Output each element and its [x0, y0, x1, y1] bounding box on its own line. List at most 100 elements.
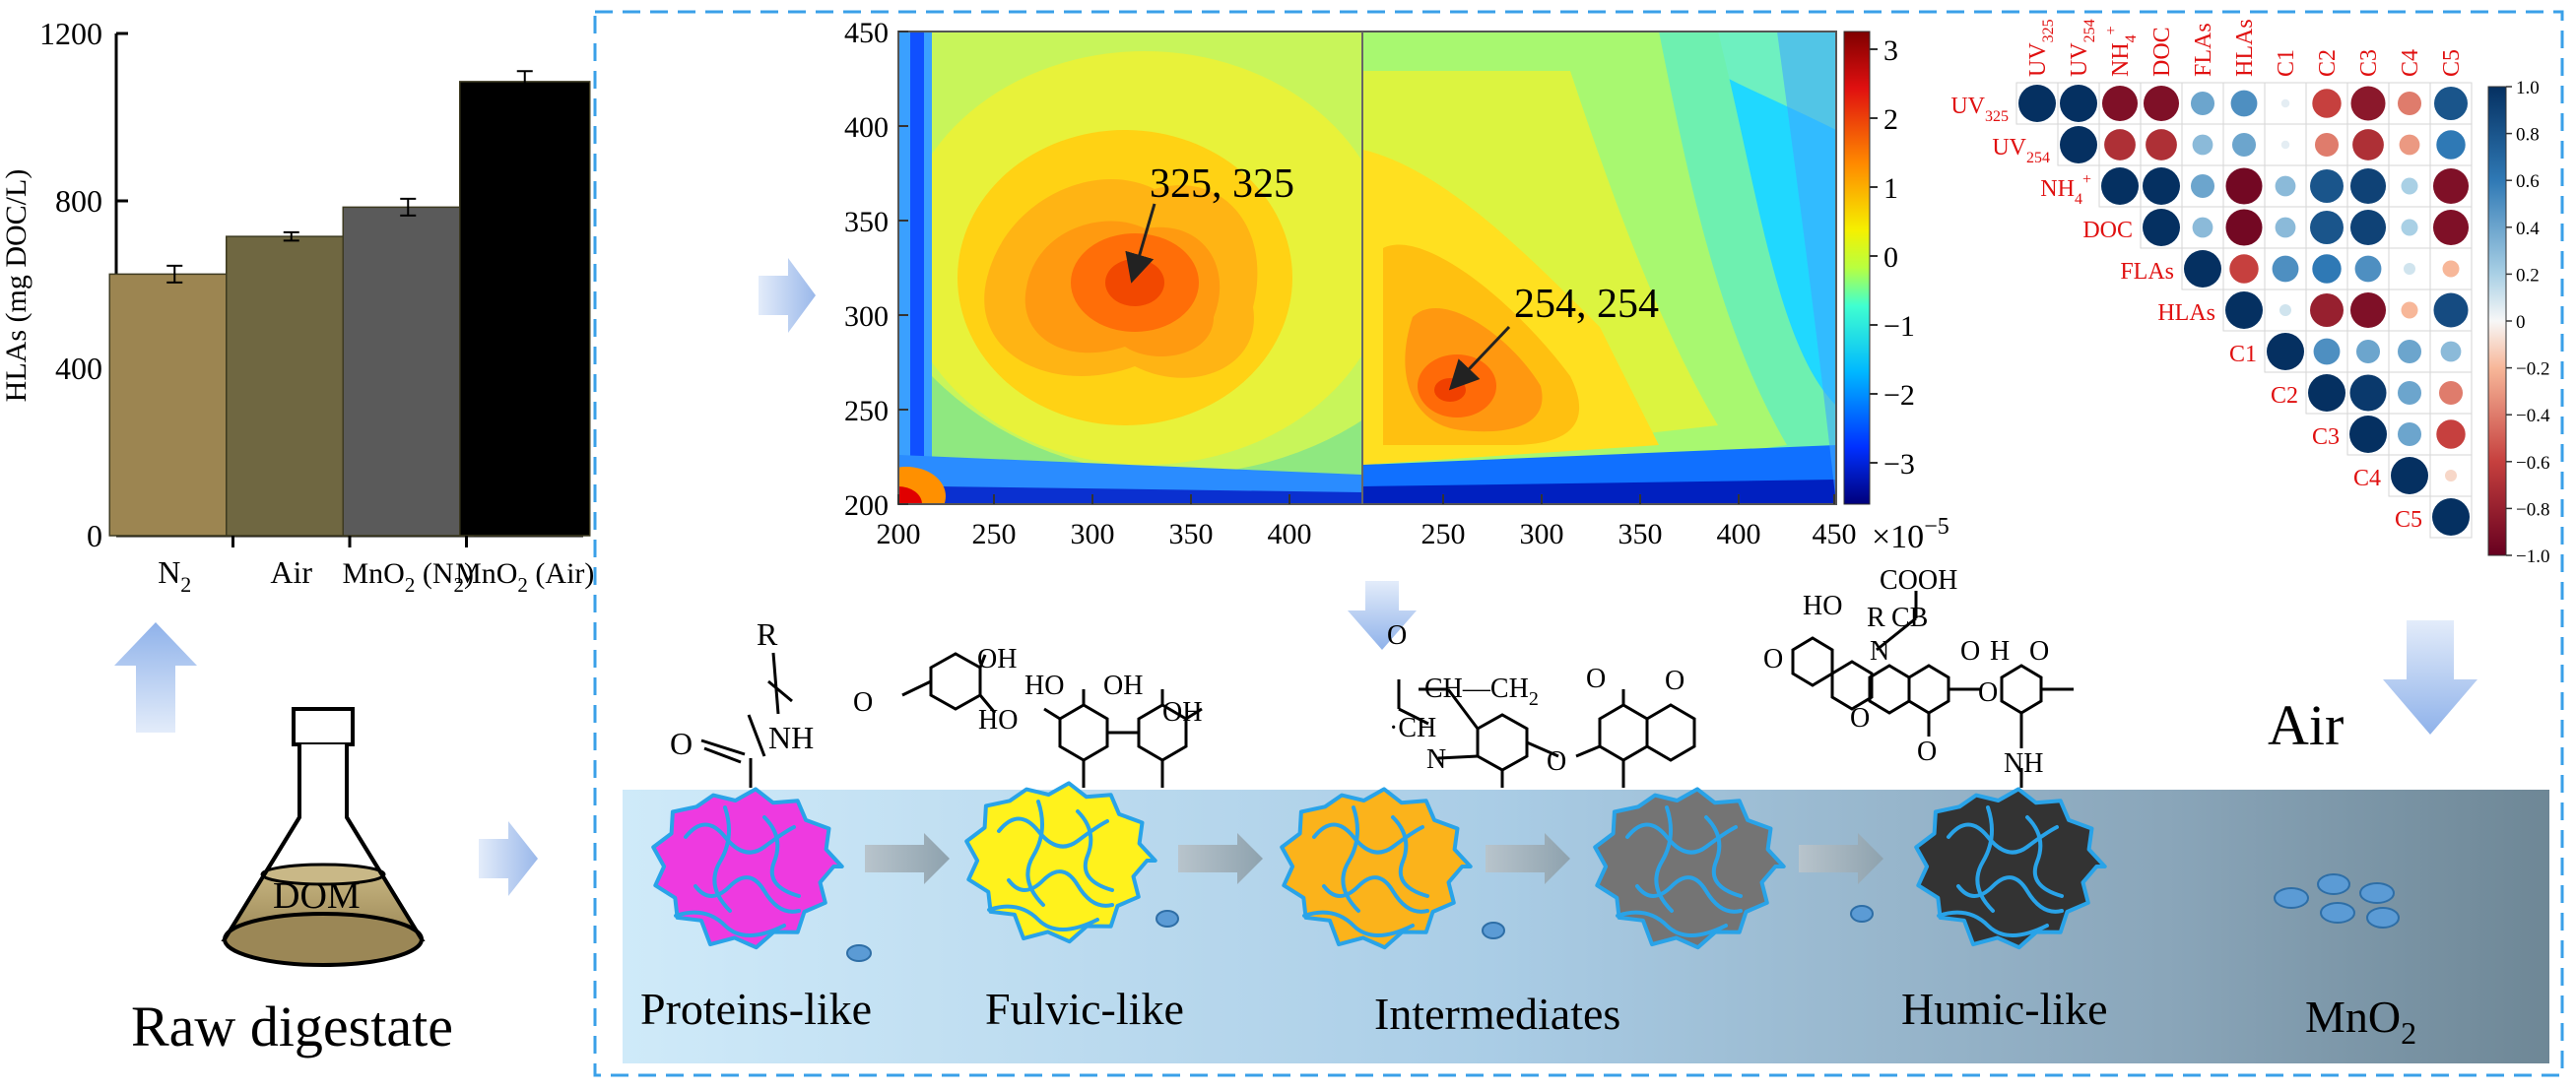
corr-circle	[2143, 85, 2180, 122]
contour-y-tick-label: 250	[844, 395, 889, 427]
corr-scale-bar	[2487, 86, 2507, 556]
colorbar-tick-label: 1	[1883, 172, 1898, 205]
corr-cell	[2429, 247, 2473, 290]
corr-circle	[2349, 167, 2387, 205]
corr-circle	[2436, 419, 2466, 449]
bar-x-label-air: Air	[270, 554, 312, 590]
corr-cell	[2346, 330, 2390, 373]
protein-bond-r	[771, 652, 780, 715]
dom-blob-0	[651, 787, 844, 950]
corr-circle	[2143, 167, 2180, 205]
dom-blob-2	[1280, 787, 1473, 950]
corr-row-label: UV325	[1950, 94, 2009, 125]
colorbar-tick-label: −3	[1883, 448, 1915, 481]
corr-row-label: C4	[2353, 466, 2381, 491]
corr-circle	[2308, 374, 2345, 412]
contour-x-tick-label: 200	[877, 518, 921, 550]
corr-scale-label: −0.8	[2516, 499, 2549, 520]
corr-circle	[2399, 134, 2420, 156]
humic-nh: NH	[2004, 748, 2043, 779]
contour-chart: 325, 325 254, 254	[897, 31, 1837, 505]
corr-circle	[2432, 498, 2470, 536]
corr-circle	[2190, 91, 2215, 116]
corr-circle	[2432, 167, 2470, 205]
corr-col-label: C3	[2356, 49, 2382, 77]
stage-label-intermediates: Intermediates	[1374, 989, 1620, 1039]
corr-circle	[2192, 134, 2213, 156]
corr-circle	[2354, 255, 2382, 283]
corr-circle	[2230, 90, 2258, 117]
corr-row-label: C2	[2271, 383, 2298, 409]
dom-blob-4	[1914, 787, 2107, 950]
contour-y-tick-label: 350	[844, 206, 889, 238]
humic-ho: HO	[1803, 591, 1842, 621]
arrow-down-center	[1348, 581, 1417, 650]
bar-0	[108, 273, 240, 537]
contour-y-tick-label: 200	[844, 489, 889, 522]
corr-row-label: DOC	[2082, 218, 2133, 243]
bar-chart: 0 400 800 1200 HLAs (mg DOC/L) N2 Air MnO2 (N2)…	[0, 16, 594, 597]
intermediate-o3: O	[1586, 664, 1606, 694]
humic-o1: O	[1763, 644, 1783, 674]
intermediate-o2: O	[1547, 746, 1566, 777]
fulvic-oh2: OH	[1103, 671, 1143, 701]
corr-circle	[2310, 169, 2344, 203]
corr-circle	[2440, 341, 2462, 362]
bar-y-label: HLAs (mg DOC/L)	[0, 169, 33, 403]
contour-x-tick-label: 250	[1421, 518, 1466, 550]
contour-x-tick-label: 350	[1169, 518, 1214, 550]
contour-panel-left	[898, 32, 1361, 504]
corr-circle	[2349, 416, 2387, 453]
corr-circle	[2225, 209, 2263, 246]
humic-o5: O	[2029, 636, 2049, 667]
corr-circle	[2349, 209, 2387, 246]
corr-col-label: DOC	[2149, 27, 2175, 77]
fulvic-o: O	[853, 687, 873, 718]
flask-label: DOM	[273, 875, 361, 917]
corr-circle	[2060, 126, 2097, 163]
dom-blobs	[651, 781, 2107, 950]
corr-col-label: UV325	[2025, 19, 2057, 77]
contour-colorbar	[1843, 31, 1871, 505]
corr-circle	[2312, 89, 2342, 118]
stage-arrow-4	[1799, 833, 1883, 884]
corr-circle	[2442, 260, 2460, 278]
fulvic-structure	[901, 652, 1203, 788]
corr-circle	[2444, 469, 2458, 482]
corr-circle	[2101, 85, 2139, 122]
corr-circle	[2434, 87, 2468, 120]
corr-scale-label: 0.8	[2516, 125, 2540, 146]
mno2-particles	[846, 873, 2400, 962]
colorbar-tick-label: −2	[1883, 379, 1915, 412]
corr-row-label: NH4+	[2040, 171, 2091, 208]
fulvic-ho1: HO	[978, 705, 1018, 736]
humic-cooh: COOH	[1880, 565, 1957, 596]
raw-digestate-label: Raw digestate	[131, 995, 453, 1059]
corr-circle	[2397, 421, 2422, 447]
corr-circle	[2349, 374, 2387, 412]
corr-row-label: HLAs	[2157, 300, 2215, 326]
corr-circle	[2279, 303, 2292, 317]
corr-circle	[2184, 250, 2221, 288]
colorbar-tick-label: −1	[1883, 310, 1915, 343]
corr-scale-label: 0.4	[2516, 219, 2540, 239]
contour-x-tick-label: 300	[1071, 518, 1115, 550]
corr-circle	[2310, 211, 2344, 244]
corr-circle	[2018, 85, 2056, 122]
corr-row-label: C1	[2229, 342, 2257, 367]
corr-circle	[2397, 91, 2422, 116]
flask	[221, 707, 426, 967]
corr-row-label: UV254	[1992, 135, 2050, 166]
bar-2	[342, 206, 474, 537]
humic-n: N	[1870, 636, 1889, 667]
corr-circle	[2225, 167, 2263, 205]
intermediate-o1: O	[1387, 620, 1407, 651]
corr-col-label: UV254	[2067, 19, 2098, 77]
corr-row-label: C5	[2395, 507, 2422, 533]
corr-row-label: C3	[2312, 424, 2340, 450]
stage-label-fulvic: Fulvic-like	[985, 984, 1184, 1034]
corr-circle	[2267, 333, 2304, 370]
fulvic-ho2: HO	[1024, 671, 1064, 701]
corr-circle	[2391, 457, 2428, 494]
arrow-right-to-contour	[759, 258, 816, 333]
